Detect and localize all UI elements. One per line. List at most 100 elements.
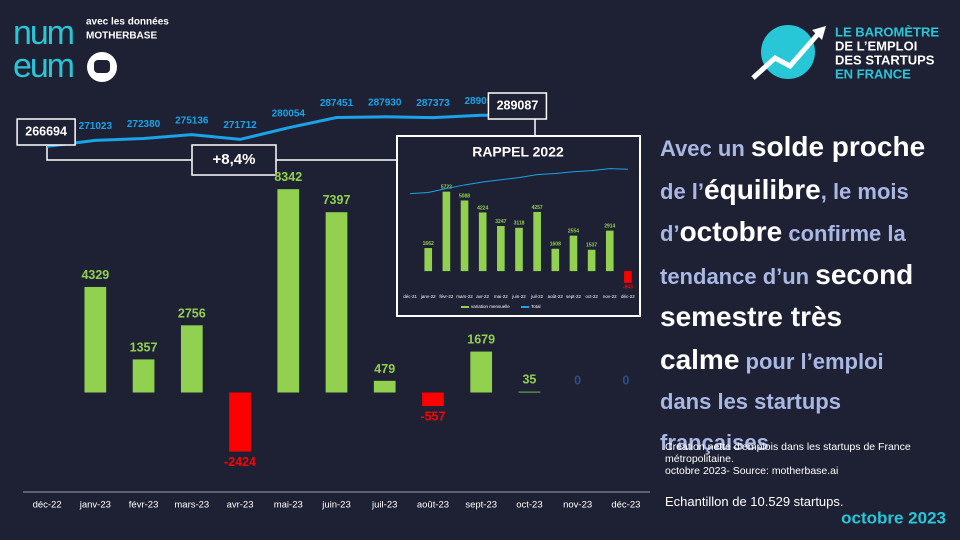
bar: [325, 212, 348, 393]
headline-segment: semestre très: [660, 301, 843, 332]
x-tick-label: août-23: [417, 500, 449, 511]
badge-arrowhead: [812, 26, 826, 40]
value-label: -843: [623, 285, 633, 291]
value-label: 35: [522, 373, 536, 387]
headline-segment: pour l’emploi: [739, 348, 884, 374]
value-label: -557: [420, 410, 445, 424]
line-value-label: 287930: [368, 97, 402, 108]
value-label: 1679: [467, 333, 495, 347]
bar: [533, 211, 541, 272]
x-tick-label: déc-21: [403, 294, 417, 299]
headline-line: semestre très: [660, 298, 955, 341]
value-label: 3247: [495, 219, 506, 225]
bar: [180, 325, 203, 393]
bar: [497, 226, 505, 272]
x-tick-label: mars-23: [174, 500, 209, 511]
headline-segment: solde proche: [750, 131, 926, 162]
value-label: 5088: [459, 193, 470, 199]
headline-line: tendance d’un second: [660, 256, 955, 299]
x-tick-label: juin-23: [321, 500, 351, 511]
badge-line: DE L’EMPLOI: [835, 38, 917, 53]
value-label: 2756: [178, 306, 206, 320]
bar: [587, 249, 596, 272]
footnote-line: métropolitaine.: [665, 453, 734, 465]
bar: [624, 271, 632, 283]
x-tick-label: janv-22: [420, 294, 436, 299]
logo-bottom: eum: [13, 47, 75, 85]
x-tick-label: déc-22: [621, 294, 635, 299]
legend-label: Total: [531, 304, 541, 309]
legend-label: variation mensuelle: [471, 304, 510, 309]
bar: [460, 200, 469, 272]
badge-arrow: [751, 32, 820, 80]
headline-segment: d’: [660, 221, 680, 246]
x-tick-label: mars-22: [456, 294, 473, 299]
value-label: 8342: [274, 170, 302, 184]
headline-segment: de l’: [660, 178, 705, 204]
line-value-label: 280054: [272, 108, 306, 119]
badge-line: EN FRANCE: [835, 66, 911, 81]
line-value-label: 266694: [25, 124, 67, 138]
headline-segment: calme: [660, 343, 740, 375]
headline-line: de l’équilibre, le mois: [660, 171, 955, 214]
line-value-label: 275136: [175, 115, 209, 126]
line-value-label: 271023: [79, 121, 113, 132]
value-label: 2914: [604, 223, 615, 229]
value-box: [487, 92, 548, 120]
badge-circle: [761, 25, 815, 79]
headline-line: dans les startups: [660, 383, 955, 424]
x-tick-label: sept-22: [566, 294, 582, 299]
value-label: 3118: [514, 221, 525, 227]
bar: [422, 392, 444, 407]
x-tick-label: nov-23: [563, 500, 592, 511]
value-label: 0: [574, 374, 581, 388]
x-tick-label: avr-23: [227, 500, 254, 511]
x-tick-label: juil-22: [530, 294, 544, 299]
value-label: 4329: [81, 268, 109, 282]
logo-source: MOTHERBASE: [86, 31, 157, 42]
headline-segment: second: [815, 258, 914, 290]
line-value-label: 289052: [465, 96, 499, 107]
value-label: 479: [374, 362, 395, 376]
headline-line: françaises: [660, 424, 955, 465]
x-tick-label: févr-22: [439, 294, 454, 299]
bar: [470, 351, 493, 393]
headline-segment: , le mois: [820, 178, 909, 204]
x-tick-label: oct-22: [585, 294, 598, 299]
value-label: 4224: [477, 205, 488, 211]
footnote: Création nette d’emplois dans les startu…: [665, 441, 911, 477]
x-tick-label: mai-23: [274, 500, 303, 511]
line-value-label: 287373: [416, 98, 450, 109]
bar: [605, 230, 614, 272]
x-tick-label: août-22: [548, 294, 564, 299]
x-tick-label: oct-23: [516, 500, 542, 511]
line: [410, 168, 628, 195]
edition: octobre 2023: [841, 508, 946, 527]
value-label: 1662: [423, 241, 434, 247]
bar: [518, 391, 541, 393]
headline-line: d’octobre confirme la: [660, 213, 955, 256]
x-tick-label: janv-23: [79, 500, 111, 511]
headline: Avec un solde proche de l’équilibre, le m…: [660, 128, 955, 464]
x-tick-label: févr-23: [129, 500, 159, 511]
value-label: 1357: [130, 340, 158, 354]
x-tick-label: sept-23: [465, 500, 497, 511]
inset-frame: [396, 135, 641, 317]
bar: [478, 212, 487, 272]
bar: [132, 359, 155, 393]
line-value-label: 289087: [497, 98, 539, 112]
badge-line: DES STARTUPS: [835, 52, 935, 67]
x-tick-label: déc-22: [33, 500, 62, 511]
headline-segment: octobre: [679, 216, 783, 247]
bar: [515, 227, 523, 272]
value-label: 1608: [550, 242, 561, 248]
value-label: 5722: [441, 184, 452, 190]
annotation-box: [191, 144, 277, 176]
x-tick-label: juil-23: [371, 500, 397, 511]
line-value-label: 271712: [223, 120, 257, 131]
value-label: 2554: [568, 228, 579, 234]
value-label: 1537: [586, 243, 597, 249]
value-label: 0: [622, 374, 629, 388]
